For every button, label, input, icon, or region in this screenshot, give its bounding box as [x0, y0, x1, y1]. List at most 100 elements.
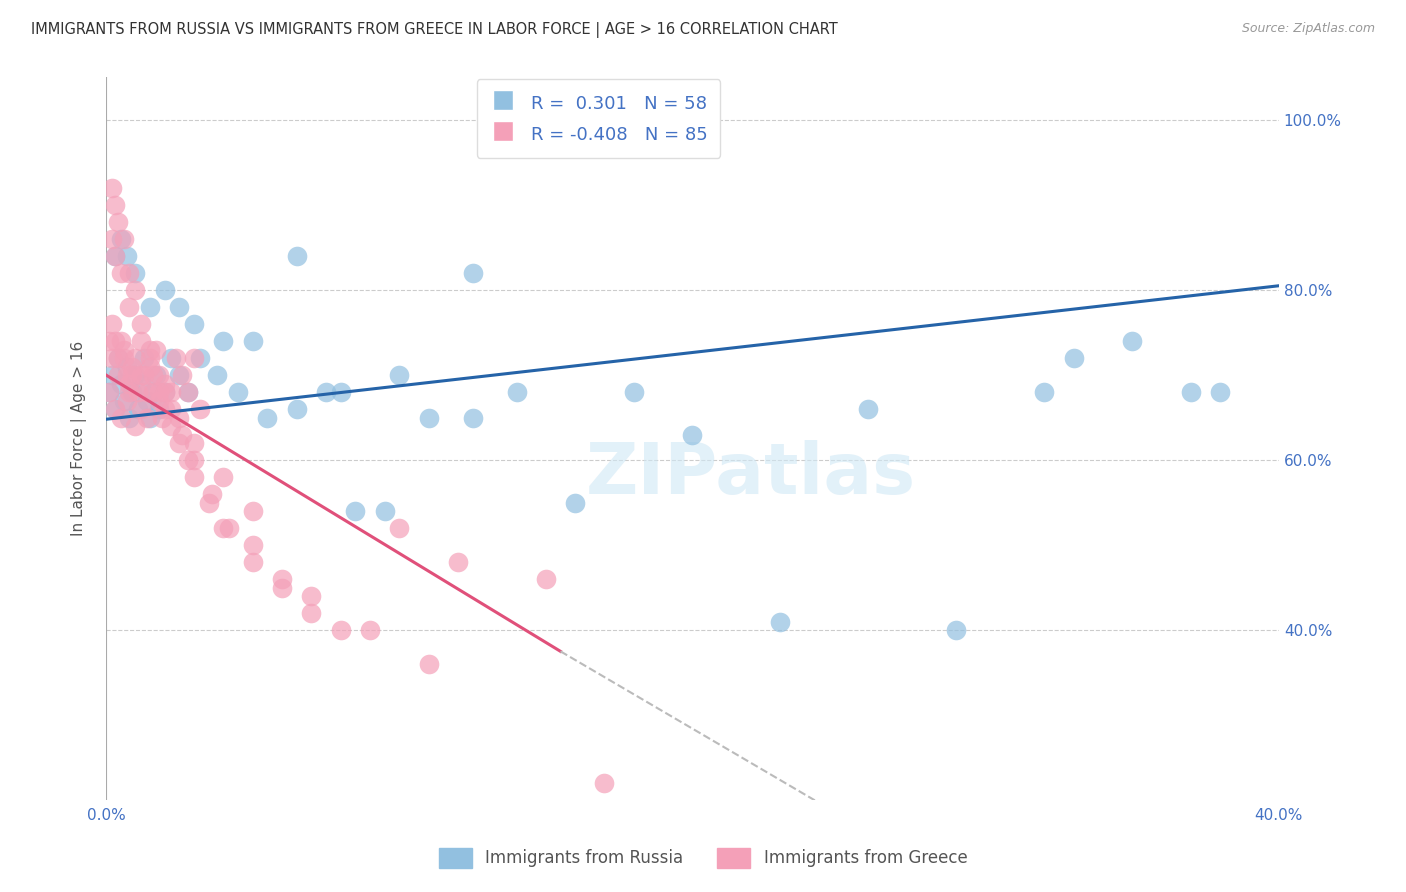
Point — [136, 410, 159, 425]
Point — [121, 359, 143, 374]
Point — [945, 623, 967, 637]
Point — [623, 384, 645, 399]
Point — [104, 249, 127, 263]
Point — [593, 776, 616, 790]
Legend: Immigrants from Russia, Immigrants from Greece: Immigrants from Russia, Immigrants from … — [432, 841, 974, 875]
Point — [212, 521, 235, 535]
Point — [505, 384, 527, 399]
Point — [183, 436, 205, 450]
Point — [107, 368, 129, 382]
Point — [159, 351, 181, 365]
Point — [115, 393, 138, 408]
Point — [388, 521, 411, 535]
Point — [256, 410, 278, 425]
Point — [212, 334, 235, 348]
Point — [142, 368, 165, 382]
Point — [124, 419, 146, 434]
Point — [1180, 384, 1202, 399]
Point — [682, 427, 704, 442]
Point — [107, 351, 129, 365]
Point — [124, 368, 146, 382]
Point — [315, 384, 337, 399]
Point — [207, 368, 229, 382]
Point — [145, 343, 167, 357]
Point — [132, 351, 155, 365]
Y-axis label: In Labor Force | Age > 16: In Labor Force | Age > 16 — [72, 341, 87, 536]
Point — [104, 402, 127, 417]
Point — [169, 436, 191, 450]
Text: ZIPatlas: ZIPatlas — [586, 441, 917, 509]
Point — [461, 410, 484, 425]
Point — [129, 402, 152, 417]
Point — [344, 504, 367, 518]
Point — [112, 232, 135, 246]
Text: IMMIGRANTS FROM RUSSIA VS IMMIGRANTS FROM GREECE IN LABOR FORCE | AGE > 16 CORRE: IMMIGRANTS FROM RUSSIA VS IMMIGRANTS FRO… — [31, 22, 838, 38]
Point — [101, 317, 124, 331]
Point — [124, 351, 146, 365]
Point — [139, 300, 162, 314]
Point — [145, 368, 167, 382]
Point — [564, 495, 586, 509]
Point — [110, 266, 132, 280]
Point — [271, 581, 294, 595]
Point — [97, 334, 120, 348]
Point — [200, 487, 222, 501]
Point — [153, 384, 176, 399]
Point — [242, 538, 264, 552]
Point — [359, 623, 381, 637]
Point — [101, 368, 124, 382]
Point — [129, 334, 152, 348]
Point — [115, 368, 138, 382]
Text: Source: ZipAtlas.com: Source: ZipAtlas.com — [1241, 22, 1375, 36]
Point — [418, 410, 440, 425]
Point — [129, 317, 152, 331]
Point — [104, 249, 127, 263]
Point — [121, 384, 143, 399]
Point — [242, 555, 264, 569]
Point — [139, 343, 162, 357]
Point — [329, 623, 352, 637]
Point — [177, 384, 200, 399]
Point — [150, 410, 173, 425]
Point — [97, 384, 120, 399]
Point — [101, 181, 124, 195]
Point — [1063, 351, 1085, 365]
Point — [159, 419, 181, 434]
Point — [153, 402, 176, 417]
Point — [148, 368, 170, 382]
Point — [329, 384, 352, 399]
Point — [299, 606, 322, 620]
Point — [148, 393, 170, 408]
Point — [127, 402, 149, 417]
Point — [165, 351, 187, 365]
Point — [104, 402, 127, 417]
Point — [285, 402, 308, 417]
Point — [534, 572, 557, 586]
Point — [118, 410, 141, 425]
Point — [97, 384, 120, 399]
Point — [110, 232, 132, 246]
Point — [118, 384, 141, 399]
Point — [212, 470, 235, 484]
Point — [183, 351, 205, 365]
Point — [447, 555, 470, 569]
Point — [197, 495, 219, 509]
Point — [118, 376, 141, 391]
Point — [418, 657, 440, 672]
Point — [299, 589, 322, 603]
Point — [159, 402, 181, 417]
Point — [388, 368, 411, 382]
Point — [127, 384, 149, 399]
Point — [142, 384, 165, 399]
Point — [1209, 384, 1232, 399]
Point — [1121, 334, 1143, 348]
Point — [148, 402, 170, 417]
Point — [124, 283, 146, 297]
Point — [139, 351, 162, 365]
Point — [110, 410, 132, 425]
Point — [110, 376, 132, 391]
Point — [101, 232, 124, 246]
Point — [177, 384, 200, 399]
Point — [226, 384, 249, 399]
Point — [107, 215, 129, 229]
